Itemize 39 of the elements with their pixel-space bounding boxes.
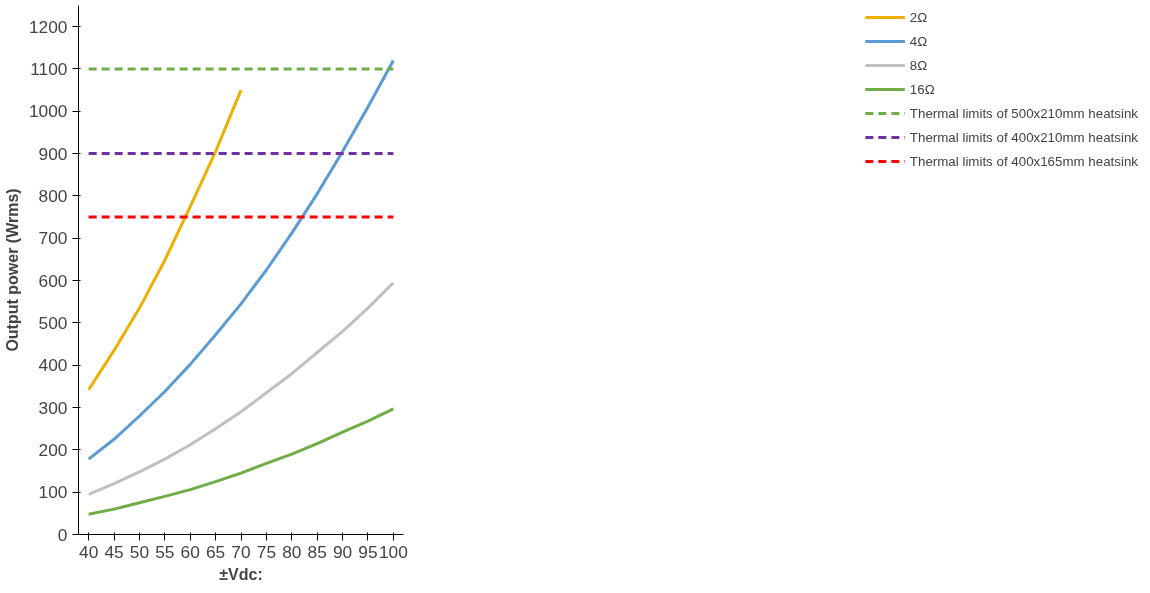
y-tick-label: 500 xyxy=(38,312,68,333)
legend-label: Thermal limits of 500x210mm heatsink xyxy=(909,105,1138,121)
y-tick-label: 900 xyxy=(38,143,68,164)
line-series xyxy=(87,88,243,392)
y-tick-label: 1200 xyxy=(28,16,68,37)
line-series xyxy=(87,407,395,516)
x-tick-label: 95 xyxy=(358,541,378,562)
y-tick-label: 600 xyxy=(38,270,68,291)
x-tick-label: 40 xyxy=(79,541,99,562)
legend-label: 8Ω xyxy=(909,57,929,73)
y-tick-label: 0 xyxy=(57,524,68,545)
legend-label: Thermal limits of 400x210mm heatsink xyxy=(909,129,1138,145)
legend-label: 16Ω xyxy=(909,81,935,97)
y-tick-label: 1100 xyxy=(30,58,68,79)
y-tick-label: 300 xyxy=(38,397,68,418)
x-tick-label: 65 xyxy=(205,541,226,562)
x-tick-label: 100 xyxy=(378,541,408,562)
x-tick-label: 55 xyxy=(155,541,175,562)
y-tick-label: 1000 xyxy=(28,101,68,122)
legend-label: 4Ω xyxy=(909,33,929,49)
line-series xyxy=(87,59,395,461)
x-tick-label: 80 xyxy=(282,541,302,562)
y-tick-label: 200 xyxy=(38,439,68,460)
x-tick-label: 50 xyxy=(129,541,150,562)
y-tick-label: 800 xyxy=(38,185,68,206)
y-axis-title: Output power (Wrms) xyxy=(3,188,21,352)
x-tick-label: 60 xyxy=(180,541,200,562)
y-tick-label: 400 xyxy=(38,355,68,376)
x-tick-label: 70 xyxy=(231,541,251,562)
line-series xyxy=(87,281,395,496)
legend-label: 2Ω xyxy=(909,9,929,25)
x-tick-label: 85 xyxy=(307,541,327,562)
x-tick-label: 45 xyxy=(104,541,124,562)
x-axis-title: ±Vdc: xyxy=(219,565,263,583)
x-tick-label: 75 xyxy=(256,541,277,562)
y-tick-label: 100 xyxy=(38,482,68,503)
y-tick-label: 700 xyxy=(38,228,68,249)
x-tick-label: 90 xyxy=(332,541,353,562)
legend-label: Thermal limits of 400x165mm heatsink xyxy=(909,153,1138,169)
